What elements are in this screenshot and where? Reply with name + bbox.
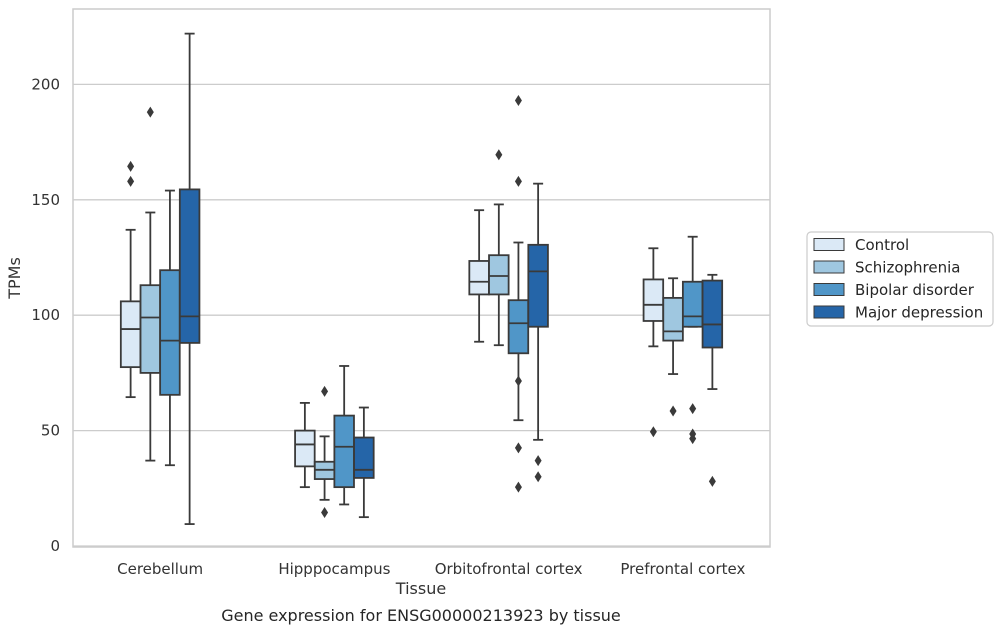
outlier-point: [514, 442, 522, 454]
series-schizophrenia: [139, 106, 684, 519]
box-1-1: [313, 385, 336, 519]
legend-frame: [806, 231, 994, 327]
box-1-0: [139, 106, 162, 462]
legend-label: Schizophrenia: [855, 259, 960, 277]
y-tick-label: 50: [41, 422, 60, 440]
iqr-box: [468, 260, 490, 296]
x-tick-label: Cerebellum: [117, 560, 203, 578]
outlier-point: [534, 455, 542, 467]
legend-swatch: [813, 283, 845, 296]
outlier-point: [127, 160, 135, 172]
outlier-point: [649, 426, 657, 438]
legend-swatch: [813, 238, 845, 251]
box-plot-series: [119, 32, 724, 525]
outlier-point: [321, 385, 329, 397]
box-2-0: [159, 189, 181, 467]
iqr-box: [178, 188, 201, 344]
x-tick-label: Prefrontal cortex: [620, 560, 745, 578]
box-3-3: [701, 273, 724, 487]
iqr-box: [488, 254, 510, 296]
outlier-point: [689, 403, 697, 415]
iqr-box: [527, 243, 549, 328]
iqr-box: [507, 299, 530, 355]
outlier-point: [534, 471, 542, 483]
outlier-point: [514, 375, 522, 387]
box-2-1: [333, 365, 355, 506]
iqr-box: [681, 280, 704, 328]
y-tick-label: 0: [50, 537, 60, 555]
box-3-0: [178, 32, 201, 525]
iqr-box: [159, 269, 181, 396]
legend: Control Schizophrenia Bipolar disorder Majo…: [806, 231, 994, 327]
x-axis-ticks: Cerebellum Hipppocampus Orbitofrontal cort…: [117, 560, 745, 578]
box-0-0: [119, 160, 142, 399]
outlier-point: [495, 149, 503, 161]
box-1-3: [662, 277, 684, 417]
y-axis-label: TPMs: [5, 257, 24, 300]
legend-label: Major depression: [855, 304, 983, 322]
outlier-point: [689, 428, 697, 440]
legend-label: Control: [855, 236, 909, 254]
iqr-box: [119, 300, 142, 369]
series-bipolar-disorder: [159, 95, 704, 506]
iqr-box: [333, 414, 355, 489]
outlier-point: [514, 481, 522, 493]
outlier-point: [514, 95, 522, 107]
iqr-box: [294, 429, 316, 468]
y-tick-label: 200: [31, 75, 60, 93]
series-control: [119, 160, 665, 489]
outlier-point: [514, 175, 522, 187]
iqr-box: [701, 279, 724, 349]
box-1-2: [488, 149, 510, 347]
outlier-point: [669, 405, 677, 417]
x-tick-label: Orbitofrontal cortex: [435, 560, 583, 578]
box-3-1: [353, 406, 375, 519]
outlier-point: [127, 175, 135, 187]
outlier-point: [708, 475, 716, 487]
box-2-3: [681, 235, 704, 445]
iqr-box: [662, 296, 684, 342]
x-axis-label: Tissue: [395, 579, 446, 598]
plot-frame: [72, 8, 771, 548]
outlier-point: [146, 106, 154, 118]
y-tick-label: 100: [31, 306, 60, 324]
iqr-box: [642, 278, 665, 322]
box-0-3: [642, 247, 665, 438]
box-3-2: [527, 182, 549, 483]
y-tick-label: 150: [31, 191, 60, 209]
outlier-point: [321, 507, 329, 519]
chart-caption: Gene expression for ENSG00000213923 by t…: [221, 606, 621, 625]
iqr-box: [353, 436, 375, 479]
series-major-depression: [178, 32, 724, 525]
box-0-2: [468, 209, 490, 343]
y-axis-ticks: 0 50 100 150 200: [31, 75, 60, 555]
legend-swatch: [813, 305, 845, 319]
iqr-box: [139, 284, 162, 374]
box-2-2: [507, 95, 530, 493]
legend-label: Bipolar disorder: [855, 281, 975, 299]
legend-swatch: [813, 260, 845, 274]
box-0-1: [294, 402, 316, 489]
x-tick-label: Hipppocampus: [278, 560, 390, 578]
